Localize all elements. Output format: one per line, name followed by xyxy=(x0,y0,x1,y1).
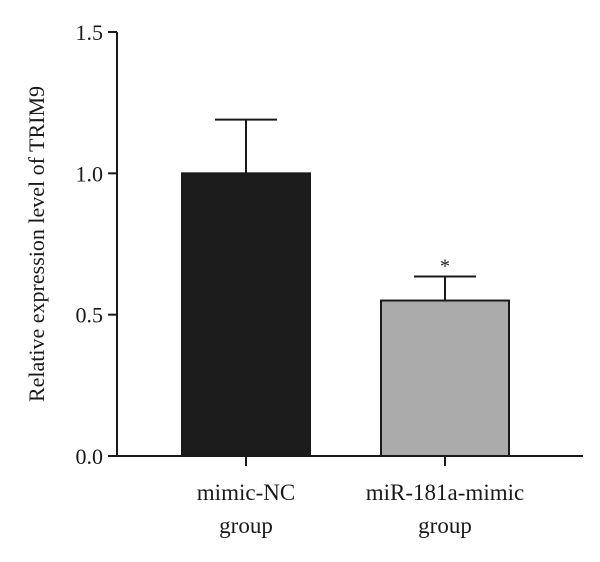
x-tick-label: mimic-NC xyxy=(197,480,295,505)
bar xyxy=(380,299,510,457)
significance-marker: * xyxy=(440,256,450,278)
y-axis: 0.0 0.5 1.0 1.5 xyxy=(76,20,118,469)
y-axis-label: Relative expression level of TRIM9 xyxy=(24,86,49,402)
x-axis: mimic-NC group miR-181a-mimic group xyxy=(117,455,583,538)
y-tick-label: 1.5 xyxy=(76,20,104,45)
y-tick-label: 0.0 xyxy=(76,444,104,469)
x-tick-label: miR-181a-mimic xyxy=(366,480,524,505)
x-tick-label: group xyxy=(219,513,273,538)
y-tick-label: 1.0 xyxy=(76,161,104,186)
y-tick-label: 0.5 xyxy=(76,303,104,328)
bars: * xyxy=(181,118,510,457)
x-tick-label: group xyxy=(418,513,472,538)
bar xyxy=(181,172,311,457)
